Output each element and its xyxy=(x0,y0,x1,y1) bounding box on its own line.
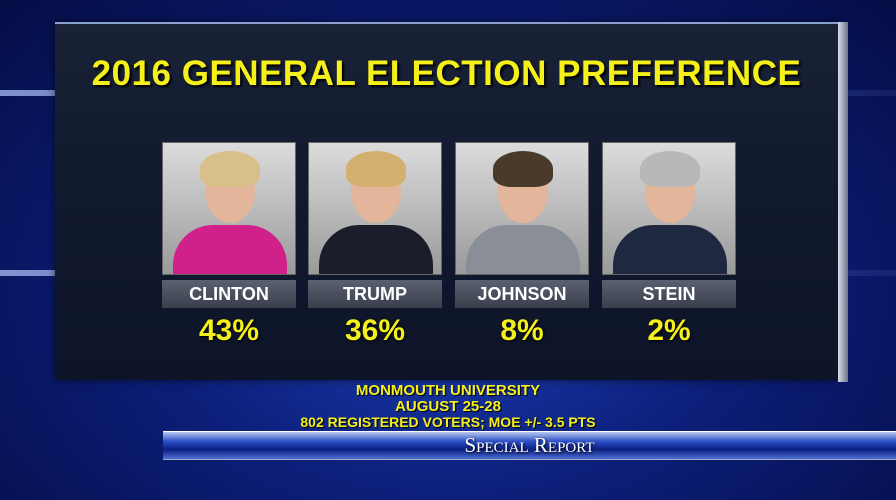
hair-shape xyxy=(346,151,406,187)
torso-shape xyxy=(173,225,287,274)
show-banner: Special Report xyxy=(163,431,896,460)
candidate-name: JOHNSON xyxy=(455,280,589,308)
candidate-name: CLINTON xyxy=(162,280,296,308)
candidate-photo xyxy=(455,142,589,275)
show-title: Special Report xyxy=(464,433,595,457)
graphic-title: 2016 GENERAL ELECTION PREFERENCE xyxy=(91,54,802,93)
candidate-photo xyxy=(162,142,296,275)
hair-shape xyxy=(493,151,553,187)
candidate-name: STEIN xyxy=(602,280,736,308)
hair-shape xyxy=(640,151,700,187)
source-sample: 802 REGISTERED VOTERS; MOE +/- 3.5 PTS xyxy=(300,414,596,430)
candidate-percent: 43% xyxy=(198,314,260,347)
candidate-card: TRUMP 36% xyxy=(308,142,442,348)
candidate-name: TRUMP xyxy=(308,280,442,308)
candidate-card: JOHNSON 8% xyxy=(455,142,589,348)
candidate-percent: 36% xyxy=(344,314,406,347)
candidate-photo xyxy=(602,142,736,275)
torso-shape xyxy=(466,225,580,274)
candidate-photo xyxy=(308,142,442,275)
candidate-card: CLINTON 43% xyxy=(162,142,296,348)
hair-shape xyxy=(200,151,260,187)
candidate-percent: 2% xyxy=(647,314,691,347)
torso-shape xyxy=(319,225,433,274)
candidate-card: STEIN 2% xyxy=(602,142,736,348)
panel-edge xyxy=(838,22,848,382)
torso-shape xyxy=(613,225,727,274)
source-name: MONMOUTH UNIVERSITY xyxy=(355,382,541,399)
candidate-percent: 8% xyxy=(500,314,544,347)
source-dates: AUGUST 25-28 xyxy=(395,398,501,415)
